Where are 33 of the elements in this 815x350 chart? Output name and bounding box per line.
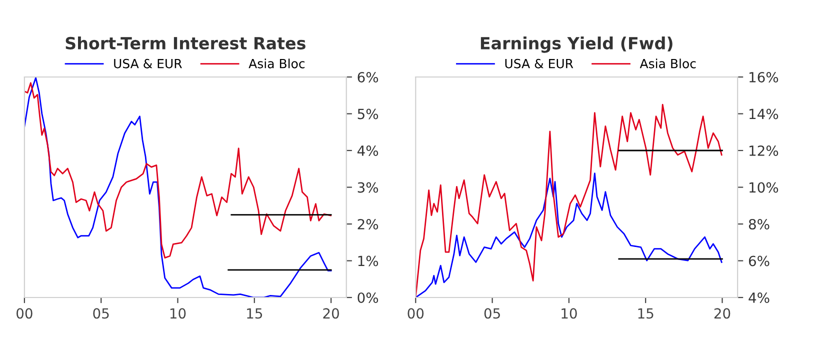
x-tick-label: 10 xyxy=(562,308,577,319)
line-series xyxy=(416,172,722,298)
y-tick-label: 1% xyxy=(358,256,378,266)
y-tick-label: 12% xyxy=(750,145,778,156)
x-tick-label: 15 xyxy=(638,308,654,319)
x-tick-label: 05 xyxy=(484,308,500,319)
x-tick-label: 05 xyxy=(93,308,109,319)
x-tick-label: 00 xyxy=(16,308,32,319)
y-tick-label: 6% xyxy=(748,256,770,266)
y-tick-label: 14% xyxy=(750,108,778,120)
y-tick-label: 4% xyxy=(748,292,770,303)
legend-label: Asia Bloc xyxy=(248,58,305,68)
y-tick-label: 5% xyxy=(358,108,378,120)
y-tick-label: 2% xyxy=(358,218,378,230)
line-series xyxy=(24,82,332,259)
y-tick-label: 8% xyxy=(748,218,770,230)
x-tick-label: 20 xyxy=(714,308,730,319)
chart-title: Earnings Yield (Fwd) xyxy=(480,36,672,53)
y-tick-label: 16% xyxy=(750,72,778,82)
chart-title: Short-Term Interest Rates xyxy=(66,36,306,50)
legend-label: USA & EUR xyxy=(114,58,182,68)
y-tick-label: 3% xyxy=(358,182,378,193)
x-tick-label: 00 xyxy=(408,308,424,319)
x-tick-label: 20 xyxy=(323,308,339,319)
line-series xyxy=(416,104,722,298)
y-tick-label: 0% xyxy=(358,292,378,303)
x-tick-label: 10 xyxy=(170,308,186,319)
y-tick-label: 10% xyxy=(750,182,778,193)
y-tick-label: 4% xyxy=(357,145,378,156)
x-tick-label: 15 xyxy=(247,308,262,319)
legend-label: Asia Bloc xyxy=(640,58,696,68)
y-tick-label: 6% xyxy=(358,72,378,82)
legend-label: USA & EUR xyxy=(505,58,574,68)
